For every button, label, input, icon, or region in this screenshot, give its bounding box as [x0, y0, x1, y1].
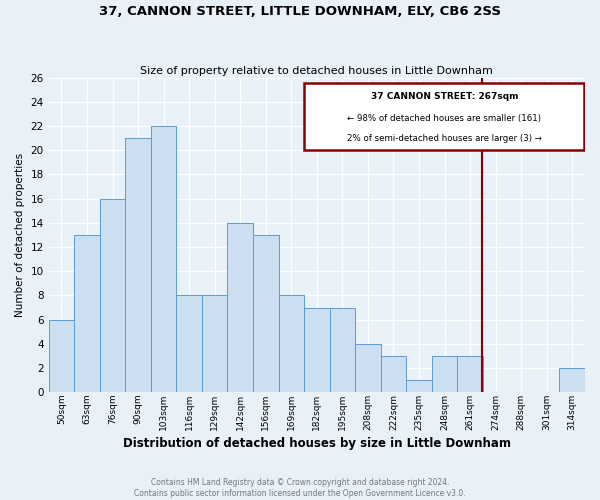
Bar	[253, 235, 278, 392]
Bar	[278, 296, 304, 392]
Bar	[202, 296, 227, 392]
Text: 37 CANNON STREET: 267sqm: 37 CANNON STREET: 267sqm	[371, 92, 518, 100]
Bar	[457, 356, 483, 393]
X-axis label: Distribution of detached houses by size in Little Downham: Distribution of detached houses by size …	[123, 437, 511, 450]
Bar	[559, 368, 585, 392]
Title: Size of property relative to detached houses in Little Downham: Size of property relative to detached ho…	[140, 66, 493, 76]
Bar	[304, 308, 329, 392]
Bar	[100, 198, 125, 392]
Bar	[227, 223, 253, 392]
Bar	[432, 356, 457, 393]
Bar	[380, 356, 406, 393]
Bar	[176, 296, 202, 392]
Bar	[74, 235, 100, 392]
Bar	[49, 320, 74, 392]
Bar	[406, 380, 432, 392]
Text: Contains HM Land Registry data © Crown copyright and database right 2024.
Contai: Contains HM Land Registry data © Crown c…	[134, 478, 466, 498]
Text: 2% of semi-detached houses are larger (3) →: 2% of semi-detached houses are larger (3…	[347, 134, 542, 142]
FancyBboxPatch shape	[304, 82, 584, 150]
Bar	[125, 138, 151, 392]
Bar	[329, 308, 355, 392]
Text: 37, CANNON STREET, LITTLE DOWNHAM, ELY, CB6 2SS: 37, CANNON STREET, LITTLE DOWNHAM, ELY, …	[99, 5, 501, 18]
Bar	[151, 126, 176, 392]
Bar	[355, 344, 380, 393]
Text: ← 98% of detached houses are smaller (161): ← 98% of detached houses are smaller (16…	[347, 114, 541, 123]
Y-axis label: Number of detached properties: Number of detached properties	[15, 153, 25, 317]
